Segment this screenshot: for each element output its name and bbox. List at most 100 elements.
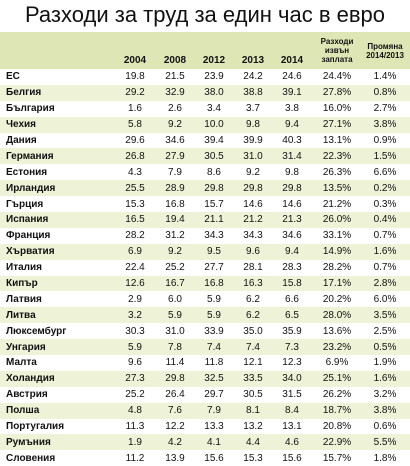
table-cell: 28.3 [282,262,302,274]
table-cell: 1.9% [373,357,397,369]
row-label: Ирландия [6,182,56,194]
header-cell: 2004 [123,55,147,66]
table-cell: 17.1% [322,278,352,290]
table-cell: 7.3 [285,341,299,353]
table-cell: 27.1% [322,119,352,131]
table-cell: 27.3 [125,373,145,385]
table-cell: 2.5% [373,325,397,337]
table-cell: 9.6 [246,246,260,258]
table-cell: 6.9 [128,246,142,258]
table-cell: 15.7 [204,198,224,210]
table-cell: 29.8 [165,373,185,385]
table-cell: 16.8 [165,198,185,210]
table-cell: 3.7 [246,103,260,115]
title: Разходи за труд за един час в евро [24,2,386,27]
table-cell: 39.4 [204,135,224,146]
table-cell: 12.3 [282,357,302,369]
row-label: Гърция [6,198,44,210]
table-cell: 34.6 [165,135,185,146]
table-cell: 12.1 [243,357,263,369]
table-row: Австрия 25.2 26.4 29.7 30.5 31.5 26.2% 3.2% [0,387,410,403]
table-cell: 24.6 [282,71,302,83]
table-cell: 27.7 [204,262,224,274]
table-cell: 1.9 [128,436,142,448]
table-cell: 2.7% [373,103,397,115]
table-cell: 7.4 [246,341,260,353]
table-cell: 15.6 [204,452,224,464]
table-cell: 6.5 [285,309,299,321]
table-cell: 24.2 [243,71,263,83]
table-row: Хърватия 6.9 9.2 9.5 9.6 9.4 14.9% 1.6% [0,243,410,260]
table-cell: 3.4 [207,103,221,115]
table-cell: 27.8% [322,87,352,99]
row-label: Испания [6,214,49,226]
table-cell: 0.9% [373,135,397,146]
table-cell: 38.8 [243,87,263,99]
header-cell: Промяна 2014/2013 [366,41,404,60]
table-cell: 0.7% [373,230,397,242]
table-cell: 2.8% [373,278,397,290]
table-cell: 39.1 [282,87,302,99]
row-label: България [6,103,55,115]
table-cell: 4.4 [246,436,260,448]
table-cell: 18.7% [322,405,352,417]
table-cell: 29.6 [125,135,145,146]
table-cell: 33.5 [243,373,263,385]
table-cell: 31.0 [165,325,185,337]
table-cell: 19.4 [165,214,185,226]
table-row: Словения 11.2 13.9 15.6 15.3 15.6 15.7% 1.8% [0,450,410,466]
row-label: Германия [6,150,54,162]
table-row: Германия 26.8 27.9 30.5 31.0 31.4 22.3% 1.5% [0,148,410,165]
table-cell: 31.5 [282,389,302,401]
table-row: Холандия 27.3 29.8 32.5 33.5 34.0 25.1% 1.6% [0,370,410,387]
table-cell: 20.2% [322,293,352,305]
table-cell: 0.4% [373,214,397,226]
table-cell: 23.9 [204,71,224,83]
table-cell: 13.6% [322,325,352,337]
table-row: Кипър 12.6 16.7 16.8 16.3 15.8 17.1% 2.8% [0,275,410,292]
table-cell: 3.2 [128,309,142,321]
table-cell: 39.9 [243,135,263,146]
table-cell: 33.9 [204,325,224,337]
table-cell: 35.0 [243,325,263,337]
row-label: Люксембург [6,325,67,337]
table-cell: 16.0% [322,103,352,115]
table-cell: 26.2% [322,389,352,401]
row-label: Словения [6,452,56,464]
table-cell: 1.8% [373,452,397,464]
table-cell: 5.9 [207,309,221,321]
table-cell: 1.6% [373,246,397,258]
row-label: Португалия [6,421,65,433]
table-cell: 12.6 [125,278,145,290]
table-cell: 3.8% [373,119,397,131]
table-cell: 1.4% [373,71,397,83]
table-cell: 9.5 [207,246,221,258]
table-cell: 34.3 [204,230,224,242]
table-row: ЕС 19.8 21.5 23.9 24.2 24.6 24.4% 1.4% [0,69,410,85]
table-cell: 1.5% [373,150,397,162]
table-cell: 20.8% [322,421,352,433]
table-cell: 12.2 [165,421,185,433]
table-cell: 15.8 [282,278,302,290]
table-cell: 9.6 [128,357,142,369]
table-cell: 13.1% [322,135,352,146]
table-cell: 6.9% [325,357,349,369]
table-row: Белгия 29.2 32.9 38.0 38.8 39.1 27.8% 0.8% [0,84,410,101]
table-cell: 13.9 [165,452,185,464]
table-cell: 4.3 [128,166,142,178]
table-cell: 9.2 [168,246,182,258]
header-cell: Разходи извън заплата [320,37,354,64]
table-cell: 9.8 [246,119,260,131]
table-cell: 19.8 [125,71,145,83]
table-cell: 28.2% [322,262,352,274]
table-row: Ирландия 25.5 28.9 29.8 29.8 29.8 13.5% 0.2% [0,180,410,197]
table-cell: 13.2 [243,421,263,433]
table-cell: 9.2 [168,119,182,131]
table-cell: 6.2 [246,309,260,321]
table-cell: 0.8% [373,87,397,99]
table-cell: 4.8 [128,405,142,417]
table-row: България 1.6 2.6 3.4 3.7 3.8 16.0% 2.7% [0,101,410,117]
table-cell: 28.1 [243,262,263,274]
table-cell: 28.9 [165,182,185,194]
table-cell: 38.0 [204,87,224,99]
